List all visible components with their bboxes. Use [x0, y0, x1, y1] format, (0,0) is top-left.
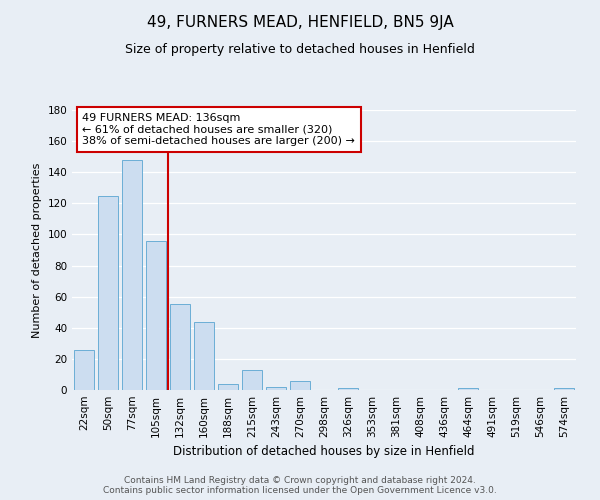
- Bar: [458, 388, 478, 390]
- Text: 49 FURNERS MEAD: 136sqm
← 61% of detached houses are smaller (320)
38% of semi-d: 49 FURNERS MEAD: 136sqm ← 61% of detache…: [82, 113, 355, 146]
- Bar: [170, 304, 190, 390]
- Bar: [218, 384, 238, 390]
- Bar: [554, 388, 574, 390]
- Text: Size of property relative to detached houses in Henfield: Size of property relative to detached ho…: [125, 42, 475, 56]
- Bar: [290, 380, 310, 390]
- Bar: [338, 388, 358, 390]
- Bar: [266, 387, 286, 390]
- Bar: [74, 350, 94, 390]
- Bar: [98, 196, 118, 390]
- Text: Contains HM Land Registry data © Crown copyright and database right 2024.
Contai: Contains HM Land Registry data © Crown c…: [103, 476, 497, 495]
- Bar: [146, 240, 166, 390]
- Bar: [194, 322, 214, 390]
- X-axis label: Distribution of detached houses by size in Henfield: Distribution of detached houses by size …: [173, 446, 475, 458]
- Y-axis label: Number of detached properties: Number of detached properties: [32, 162, 42, 338]
- Text: 49, FURNERS MEAD, HENFIELD, BN5 9JA: 49, FURNERS MEAD, HENFIELD, BN5 9JA: [146, 15, 454, 30]
- Bar: [122, 160, 142, 390]
- Bar: [242, 370, 262, 390]
